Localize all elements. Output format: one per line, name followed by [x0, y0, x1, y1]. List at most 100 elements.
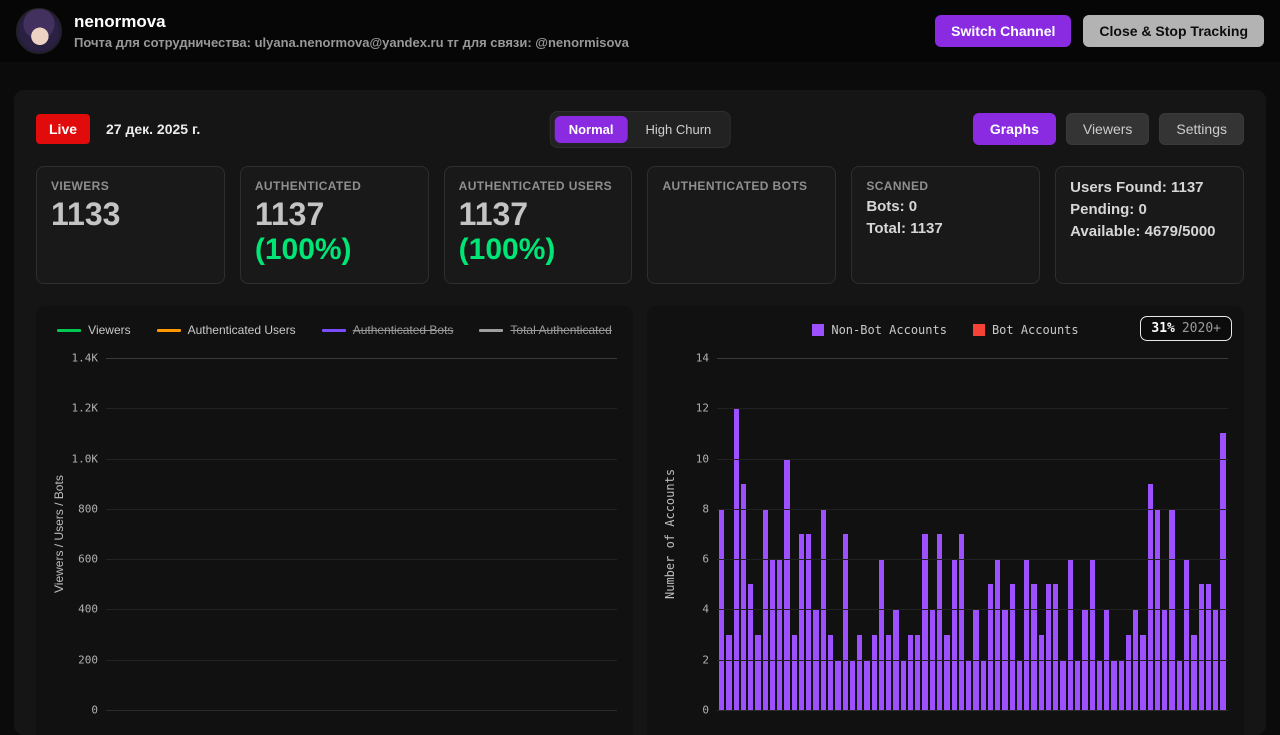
bar [827, 634, 834, 710]
bar [951, 559, 957, 710]
authenticated-count: 1137 [254, 196, 325, 232]
legend-label: Authenticated Bots [352, 323, 454, 337]
charts-row: Viewers Authenticated Users Authenticated … [36, 306, 1244, 735]
viewers-line-chart: Viewers Authenticated Users Authenticated … [36, 306, 633, 735]
bar [980, 659, 986, 710]
gridline [717, 408, 1228, 410]
bar [1060, 659, 1066, 710]
authenticated-users-count: 1137 [458, 196, 529, 232]
bar [1198, 584, 1204, 710]
bar [769, 559, 776, 710]
y-tick-label: 0 [702, 703, 709, 717]
legend-item[interactable]: Authenticated Users [156, 323, 296, 337]
account-age-badge: 31% 2020+ [1140, 316, 1232, 341]
mode-high-churn-button[interactable]: High Churn [632, 116, 726, 143]
live-badge: Live [36, 114, 91, 144]
tab-graphs[interactable]: Graphs [972, 113, 1056, 145]
gridline [717, 559, 1228, 561]
channel-name: nenormova [74, 12, 166, 31]
card-label: AUTHENTICATED [254, 179, 362, 193]
channel-subtitle: Почта для сотрудничества: ulyana.nenormo… [74, 35, 629, 50]
bar [1191, 634, 1197, 710]
legend-label: Total Authenticated [510, 323, 612, 337]
authenticated-users-percent: (100%) [458, 232, 556, 266]
card-viewers: VIEWERS 1133 [36, 166, 225, 284]
y-tick-label: 6 [702, 552, 709, 566]
bar [806, 534, 812, 710]
bar [958, 534, 965, 710]
bar [995, 559, 1001, 710]
tab-settings[interactable]: Settings [1159, 113, 1244, 145]
bar [1016, 659, 1023, 710]
legend-item[interactable]: Total Authenticated [479, 323, 612, 337]
available-count: Available: 4679/5000 [1070, 223, 1216, 240]
legend-label: Viewers [88, 323, 131, 337]
scanned-total: Total: 1137 [866, 220, 943, 237]
mode-normal-button[interactable]: Normal [554, 115, 628, 143]
bar [1140, 634, 1146, 710]
bar [1096, 659, 1103, 710]
bar [915, 634, 921, 710]
bar [1045, 584, 1052, 710]
bar [987, 584, 994, 710]
card-label: SCANNED [866, 179, 929, 193]
bar [966, 659, 972, 710]
bar-chart-legend: Non-Bot Accounts Bot Accounts [663, 320, 1228, 340]
close-stop-tracking-button[interactable]: Close & Stop Tracking [1083, 15, 1264, 47]
avatar [16, 8, 62, 54]
legend-swatch [972, 324, 985, 336]
bar [1220, 433, 1226, 710]
legend-item[interactable]: Non-Bot Accounts [812, 323, 947, 337]
bar [1089, 559, 1095, 710]
switch-channel-button[interactable]: Switch Channel [935, 15, 1072, 47]
bar [1009, 584, 1015, 710]
line-chart-body: Viewers / Users / Bots 1.4K 1.2K 1.0K 800 60… [52, 352, 617, 717]
legend-swatch [479, 328, 504, 332]
scanned-bots: Bots: 0 [866, 198, 918, 215]
gridline [717, 659, 1228, 661]
bar [907, 634, 914, 710]
tracking-panel: Live 27 дек. 2025 г. Normal High Churn G… [14, 90, 1266, 735]
y-tick-label: 10 [695, 452, 709, 466]
legend-item[interactable]: Bot Accounts [972, 323, 1079, 337]
y-tick-label: 800 [78, 502, 98, 516]
gridline [106, 609, 617, 611]
gridline [106, 358, 617, 359]
bar [922, 534, 928, 710]
bar [900, 659, 906, 710]
card-label: AUTHENTICATED BOTS [662, 179, 808, 193]
bar-chart-body: Number of Accounts 14 12 10 8 6 4 2 0 [663, 352, 1228, 717]
bar [1038, 634, 1044, 710]
legend-swatch [57, 328, 82, 332]
bar [1053, 584, 1059, 710]
legend-swatch [156, 328, 181, 332]
card-authenticated-bots: AUTHENTICATED BOTS [647, 166, 837, 284]
bar [944, 634, 950, 710]
y-tick-label: 1.4K [71, 351, 99, 365]
bar [726, 634, 732, 710]
bar [755, 634, 761, 710]
bar [842, 534, 848, 710]
card-authenticated-users: AUTHENTICATED USERS 1137 (100%) [443, 166, 633, 284]
gridline [717, 609, 1228, 611]
y-tick-label: 8 [702, 502, 709, 516]
tab-viewers[interactable]: Viewers [1065, 113, 1150, 145]
channel-header: nenormova Почта для сотрудничества: ulya… [0, 0, 1280, 62]
bar [791, 634, 797, 710]
bar [1125, 634, 1132, 710]
legend-item[interactable]: Viewers [57, 323, 131, 337]
gridline [717, 358, 1228, 359]
view-buttons: Graphs Viewers Settings [972, 113, 1244, 145]
bar [849, 659, 856, 710]
bar-chart-y-axis-title: Number of Accounts [663, 468, 677, 600]
line-chart-y-axis-title: Viewers / Users / Bots [52, 475, 66, 593]
gridline [717, 458, 1228, 460]
pending-count: Pending: 0 [1070, 201, 1147, 218]
legend-item[interactable]: Authenticated Bots [321, 323, 454, 337]
y-tick-label: 2 [702, 653, 709, 667]
bar [798, 534, 805, 710]
card-scanned: SCANNED Bots: 0 Total: 1137 [851, 166, 1041, 284]
bar [1067, 559, 1074, 710]
bar [1147, 483, 1153, 710]
bar [864, 659, 870, 710]
